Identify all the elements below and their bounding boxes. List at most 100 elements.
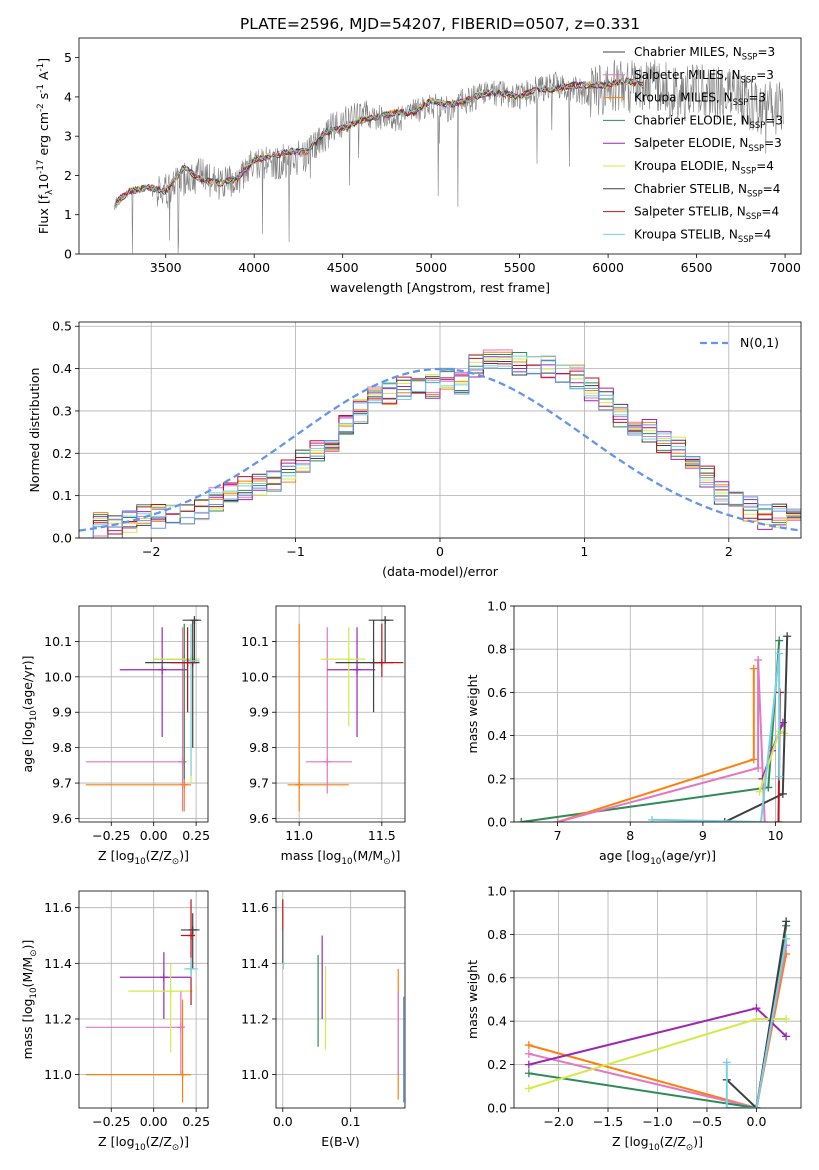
subscript: 10 — [29, 710, 39, 721]
x-axis-label: age [log10​(age/yr)] — [599, 848, 716, 867]
subscript: ⊙ — [686, 1143, 693, 1153]
legend-label: Kroupa MILES, NSSP​=3 — [634, 91, 766, 108]
data-point — [353, 665, 362, 674]
normal-curve — [79, 367, 801, 532]
y-tick-label: 2 — [64, 168, 72, 183]
subscript: SSP — [748, 143, 764, 153]
weight-marker — [775, 649, 784, 658]
x-axis-label: Z [log10​(Z/Z⊙​)] — [98, 848, 189, 867]
x-tick-label: 0.00 — [140, 828, 168, 843]
axes-frame — [78, 321, 802, 539]
weight-marker — [778, 789, 787, 798]
label-text: =3 — [748, 91, 766, 105]
y-tick-label: 0.6 — [487, 685, 507, 700]
subscript: SSP — [741, 166, 757, 176]
mass-vs-EBV-panel: 0.0 0.1 11.0 11.2 11.4 11.6 E(B-V) — [241, 890, 406, 1149]
y-axis-label: mass [log10​(M/M⊙​)] — [20, 940, 39, 1060]
y-tick-label: 0.6 — [487, 970, 507, 985]
y-tick-label: 0.0 — [487, 1101, 507, 1116]
y-tick-label: 9.8 — [52, 740, 72, 755]
weight-marker — [752, 1104, 761, 1108]
label-text: mass [log — [281, 848, 342, 863]
x-tick-label: 10 — [768, 828, 784, 843]
x-tick-label: 5000 — [415, 260, 447, 275]
x-axis-label: (data-model)/error — [382, 564, 499, 579]
y-tick-label: 0.3 — [52, 403, 72, 418]
x-tick-label: 8 — [626, 828, 634, 843]
data-point — [381, 616, 390, 625]
weight-marker — [722, 1104, 731, 1108]
x-axis-label: Z [log10​(Z/Z⊙​)] — [612, 1134, 703, 1153]
y-tick-label: 11.6 — [241, 900, 269, 915]
label-text: (data-model)/error — [382, 564, 499, 579]
data-point — [295, 780, 304, 789]
axes-frame — [78, 37, 802, 255]
histogram-step — [79, 349, 801, 538]
label-text: s — [36, 93, 51, 104]
y-axis-label: Normed distribution — [27, 368, 42, 493]
label-text: =4 — [756, 159, 774, 173]
y-tick-label: 0.0 — [487, 815, 507, 830]
y-tick-label: 1.0 — [487, 884, 507, 899]
y-tick-label: 0.2 — [487, 1057, 507, 1072]
weight-marker — [775, 636, 784, 645]
weight-marker — [775, 772, 784, 781]
y-tick-label: 0.2 — [487, 771, 507, 786]
subscript: 10 — [649, 1143, 660, 1153]
label-text: (Z/Z — [146, 848, 172, 863]
x-tick-label: 0.25 — [182, 1114, 210, 1129]
y-tick-label: 10.0 — [44, 669, 72, 684]
label-text: (age/yr)] — [20, 655, 35, 710]
label-text: )] — [179, 848, 189, 863]
x-tick-label: 2 — [725, 544, 733, 559]
y-tick-label: 10.0 — [241, 669, 269, 684]
label-text: )] — [179, 1134, 189, 1149]
y-tick-label: 0 — [64, 247, 72, 262]
weight-marker — [524, 1049, 533, 1058]
label-text: erg cm — [36, 112, 51, 160]
y-tick-label: 11.6 — [44, 900, 72, 915]
subscript: 10 — [341, 857, 352, 867]
weight-marker — [722, 1058, 731, 1067]
weight-marker — [749, 755, 758, 764]
legend-label: N(0,1) — [740, 335, 779, 350]
x-axis-label: wavelength [Angstrom, rest frame] — [330, 280, 550, 295]
axes-frame — [275, 605, 406, 823]
label-text: =4 — [754, 227, 772, 241]
label-text: Normed distribution — [27, 368, 42, 493]
x-tick-label: 6000 — [592, 260, 624, 275]
x-tick-label: 3500 — [150, 260, 182, 275]
y-tick-label: 11.2 — [241, 1011, 269, 1026]
data-point — [180, 780, 189, 789]
weight-line — [521, 640, 781, 822]
y-tick-label: 0.8 — [487, 927, 507, 942]
weight-marker — [752, 1015, 761, 1024]
subscript: ⊙ — [172, 1143, 179, 1153]
label-text: (M/M — [353, 848, 384, 863]
y-tick-label: 9.7 — [52, 776, 72, 791]
axes-frame — [78, 890, 209, 1109]
superscript: -2 — [36, 103, 46, 112]
legend-label: Salpeter ELODIE, NSSP​=3 — [634, 136, 782, 153]
histogram-step — [79, 351, 801, 538]
plot-area — [282, 899, 405, 1103]
weight-marker — [782, 1015, 791, 1024]
weight-marker — [648, 815, 657, 822]
y-tick-label: 11.4 — [241, 956, 269, 971]
x-tick-label: −1.0 — [642, 1114, 672, 1129]
weight-line — [726, 921, 788, 1108]
legend-label: Kroupa STELIB, NSSP​=4 — [634, 227, 771, 244]
y-tick-label: 3 — [64, 129, 72, 144]
x-tick-label: 0.00 — [140, 1114, 168, 1129]
x-axis-label: E(B-V) — [321, 1134, 360, 1149]
label-text: )] — [693, 1134, 703, 1149]
plot-area — [85, 899, 200, 1103]
y-tick-label: 1 — [64, 207, 72, 222]
weight-marker — [752, 1004, 761, 1013]
label-text: Chabrier STELIB, N — [634, 182, 747, 196]
y-tick-label: 0.4 — [487, 1014, 507, 1029]
x-tick-label: 7 — [554, 828, 562, 843]
subscript: ⊙ — [172, 857, 179, 867]
label-text: age [log — [599, 848, 650, 863]
